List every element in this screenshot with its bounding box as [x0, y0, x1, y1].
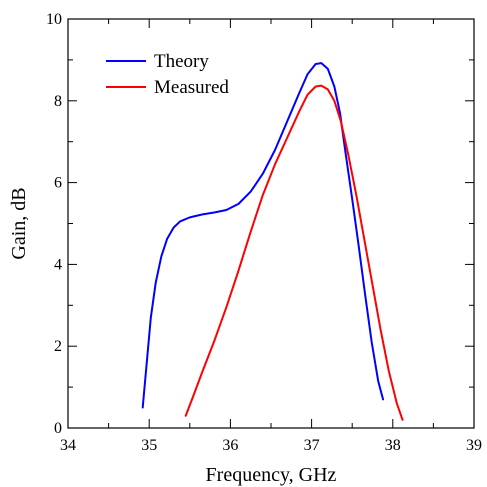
series-lines [141, 62, 404, 421]
y-tick-label: 6 [54, 175, 62, 192]
series-line-measured [184, 84, 404, 421]
x-axis-label: Frequency, GHz [206, 464, 337, 486]
legend-label-measured: Measured [154, 77, 229, 98]
x-tick-label: 37 [304, 437, 320, 454]
series-line-theory [141, 62, 385, 409]
y-tick-label: 8 [54, 93, 62, 110]
plot-frame [67, 18, 475, 429]
legend: Theory Measured [106, 51, 229, 98]
y-axis-label: Gain, dB [8, 187, 30, 259]
plot-area: 34 35 36 37 38 39 0 2 4 6 8 10 Theory Measured [46, 11, 482, 454]
x-tick-label: 36 [222, 437, 238, 454]
legend-label-theory: Theory [154, 51, 209, 72]
axis-ticks: 34 35 36 37 38 39 0 2 4 6 8 10 [46, 11, 482, 454]
y-tick-label: 2 [54, 338, 62, 355]
x-tick-label: 35 [141, 437, 157, 454]
y-tick-label: 10 [46, 11, 62, 28]
x-tick-label: 38 [385, 437, 401, 454]
x-tick-label: 39 [466, 437, 482, 454]
y-tick-label: 4 [54, 256, 62, 273]
x-tick-label: 34 [60, 437, 76, 454]
y-tick-label: 0 [54, 420, 62, 437]
